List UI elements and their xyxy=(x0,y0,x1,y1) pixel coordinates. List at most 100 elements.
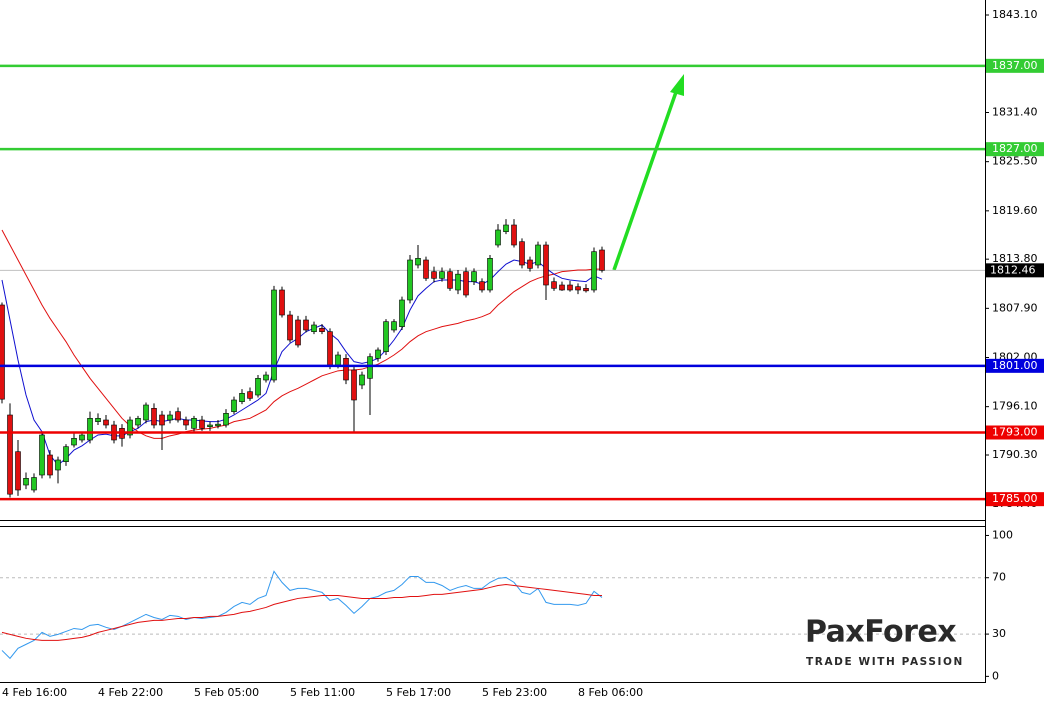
moving-average xyxy=(1,259,603,466)
level-tag-bg xyxy=(986,425,1044,440)
candle-body xyxy=(455,273,461,291)
candle-body xyxy=(567,284,573,291)
y-tick-label: 70 xyxy=(992,571,1006,584)
candle-body xyxy=(191,418,197,429)
candle-body xyxy=(511,224,517,246)
x-tick-label: 5 Feb 23:00 xyxy=(482,686,547,699)
y-tick-label: 1825.50 xyxy=(992,155,1038,168)
candle-body xyxy=(519,241,525,266)
candle-body xyxy=(103,419,109,426)
x-tick-label: 5 Feb 05:00 xyxy=(194,686,259,699)
candle-body xyxy=(479,281,485,291)
candle-body xyxy=(63,446,69,462)
candle-body xyxy=(255,378,261,396)
candle-body xyxy=(159,414,165,426)
x-tick-label: 4 Feb 22:00 xyxy=(98,686,163,699)
candle-body xyxy=(23,478,29,486)
y-tick-label: 1807.90 xyxy=(992,301,1038,314)
candle-body xyxy=(407,259,413,301)
forecast-arrow xyxy=(612,74,684,271)
y-tick-label: 100 xyxy=(992,528,1013,541)
y-tick-label: 1790.30 xyxy=(992,448,1038,461)
level-tag: 1793.00 xyxy=(992,426,1038,439)
candle-body xyxy=(311,324,317,332)
current-price-tag-bg xyxy=(986,263,1044,278)
candle-body xyxy=(0,304,5,400)
arrow-head xyxy=(670,74,684,96)
candle-body xyxy=(335,354,341,366)
logo: PaxForex TRADE WITH PASSION xyxy=(805,615,964,669)
candle-body xyxy=(351,369,357,401)
candle-body xyxy=(327,331,333,366)
candle-body xyxy=(503,224,509,232)
candle-body xyxy=(487,258,493,291)
x-tick-label: 8 Feb 06:00 xyxy=(578,686,643,699)
candle-body xyxy=(183,419,189,426)
candle-body xyxy=(375,349,381,359)
candle-body xyxy=(383,321,389,352)
y-tick-label: 1843.10 xyxy=(992,8,1038,21)
slogan: TRADE WITH PASSION xyxy=(806,656,964,668)
y-tick-label: 1831.40 xyxy=(992,106,1038,119)
candle-body xyxy=(599,249,605,271)
candle-body xyxy=(431,271,437,279)
candle-body xyxy=(239,393,245,402)
candle-body xyxy=(71,438,77,446)
candle-body xyxy=(551,281,557,289)
level-tag-bg xyxy=(986,358,1044,373)
candle-body xyxy=(367,356,373,379)
x-tick-label: 5 Feb 17:00 xyxy=(386,686,451,699)
candle-body xyxy=(143,404,149,421)
candle-body xyxy=(399,299,405,327)
candle-body xyxy=(135,418,141,426)
candle-body xyxy=(535,244,541,266)
candle-body xyxy=(223,413,229,426)
candle-body xyxy=(527,259,533,269)
candle-body xyxy=(55,459,61,471)
level-tag: 1785.00 xyxy=(992,492,1038,505)
candle-body xyxy=(215,423,221,427)
candle-body xyxy=(423,259,429,279)
current-price-tag: 1812.46 xyxy=(990,263,1036,276)
candle-body xyxy=(495,229,501,246)
candle-body xyxy=(303,319,309,331)
indicator-line xyxy=(1,583,602,641)
candle-body xyxy=(359,374,365,386)
candle-body xyxy=(463,271,469,296)
candle-body xyxy=(47,454,53,476)
candle-body xyxy=(287,314,293,341)
x-tick-label: 5 Feb 11:00 xyxy=(290,686,355,699)
candle-body xyxy=(583,288,589,292)
candle-body xyxy=(207,424,213,427)
level-tag: 1827.00 xyxy=(992,142,1038,155)
candle-body xyxy=(95,418,101,422)
candle-body xyxy=(167,414,173,421)
level-tag: 1837.00 xyxy=(992,59,1038,72)
candle-body xyxy=(87,418,93,441)
y-tick-label: 30 xyxy=(992,627,1006,640)
candle-body xyxy=(79,434,85,441)
y-tick-label: 1813.80 xyxy=(992,252,1038,265)
candle-body xyxy=(343,358,349,381)
candle-body xyxy=(439,271,445,279)
candle-body xyxy=(7,414,13,495)
candle-body xyxy=(471,271,477,282)
indicator-line xyxy=(1,570,603,660)
candle-body xyxy=(31,477,37,491)
candle-body xyxy=(271,289,277,381)
candle-body xyxy=(559,284,565,291)
candle-body xyxy=(15,451,21,491)
x-tick-label: 4 Feb 16:00 xyxy=(2,686,67,699)
arrow-shaft xyxy=(612,91,678,271)
level-tag: 1801.00 xyxy=(992,359,1038,372)
level-tag-bg xyxy=(986,492,1044,507)
y-tick-label: 1796.10 xyxy=(992,400,1038,413)
candle-body xyxy=(39,434,45,476)
candle-body xyxy=(391,321,397,331)
candle-body xyxy=(199,419,205,429)
moving-average xyxy=(1,229,602,439)
candle-body xyxy=(575,286,581,291)
candle-body xyxy=(591,251,597,291)
